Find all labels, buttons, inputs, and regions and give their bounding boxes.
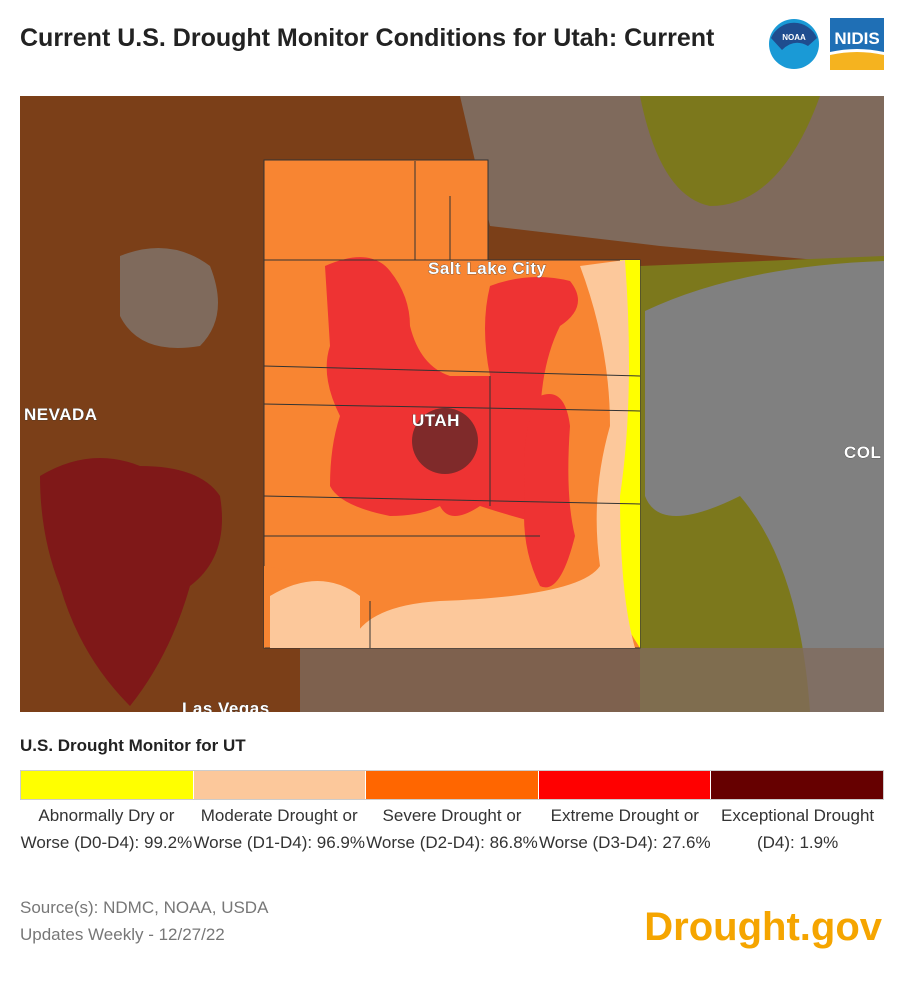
legend-labels: Abnormally Dry or Worse (D0-D4): 99.2% M… — [20, 802, 884, 856]
source-text: Source(s): NDMC, NOAA, USDA — [20, 898, 269, 917]
legend-swatch-d2 — [366, 771, 539, 799]
source-info: Source(s): NDMC, NOAA, USDA Updates Week… — [20, 894, 268, 948]
legend-label-d1: Moderate Drought or Worse (D1-D4): 96.9% — [193, 806, 366, 852]
gray-region-south — [300, 648, 884, 712]
d3-region-east — [524, 394, 575, 588]
svg-text:COL: COL — [844, 443, 881, 462]
d4-region — [412, 408, 478, 474]
page-title: Current U.S. Drought Monitor Conditions … — [20, 24, 715, 52]
drought-map[interactable]: Salt Lake City UTAH NEVADA COL Las Vegas — [20, 96, 884, 712]
svg-text:NOAA: NOAA — [782, 33, 806, 42]
legend-label-d0: Abnormally Dry or Worse (D0-D4): 99.2% — [20, 806, 193, 852]
legend-label-d2: Severe Drought or Worse (D2-D4): 86.8% — [366, 806, 538, 852]
noaa-logo-icon: NOAA — [769, 19, 819, 69]
svg-text:UTAH: UTAH — [412, 411, 460, 430]
legend-label-d4: Exceptional Drought (D4): 1.9% — [721, 806, 875, 852]
legend-color-bar — [20, 770, 884, 800]
d3-region-west — [325, 257, 578, 526]
svg-text:NIDIS: NIDIS — [834, 29, 879, 48]
legend-swatch-d3 — [538, 771, 712, 799]
legend-label-d3: Extreme Drought or Worse (D3-D4): 27.6% — [538, 806, 711, 852]
gray-region-colorado — [645, 261, 884, 712]
county-boundaries — [263, 161, 641, 648]
d1-region — [350, 260, 635, 648]
logos: NOAA NIDIS — [768, 18, 884, 70]
gray-region-nevada — [120, 248, 218, 348]
olive-region-north — [640, 96, 820, 206]
legend-swatch-d0 — [21, 771, 194, 799]
legend-title: U.S. Drought Monitor for UT — [20, 736, 246, 755]
drought-gov-link[interactable]: Drought.gov — [644, 905, 882, 949]
exceptional-region-nevada — [40, 458, 222, 706]
svg-text:NEVADA: NEVADA — [24, 405, 98, 424]
d1-region-southwest — [270, 581, 360, 648]
legend-swatch-d4 — [711, 771, 883, 799]
svg-text:Las Vegas: Las Vegas — [182, 699, 270, 712]
legend-swatch-d1 — [193, 771, 367, 799]
svg-text:Salt Lake City: Salt Lake City — [428, 259, 547, 278]
updates-text: Updates Weekly - 12/27/22 — [20, 925, 225, 944]
nidis-logo-icon: NIDIS — [830, 18, 884, 70]
